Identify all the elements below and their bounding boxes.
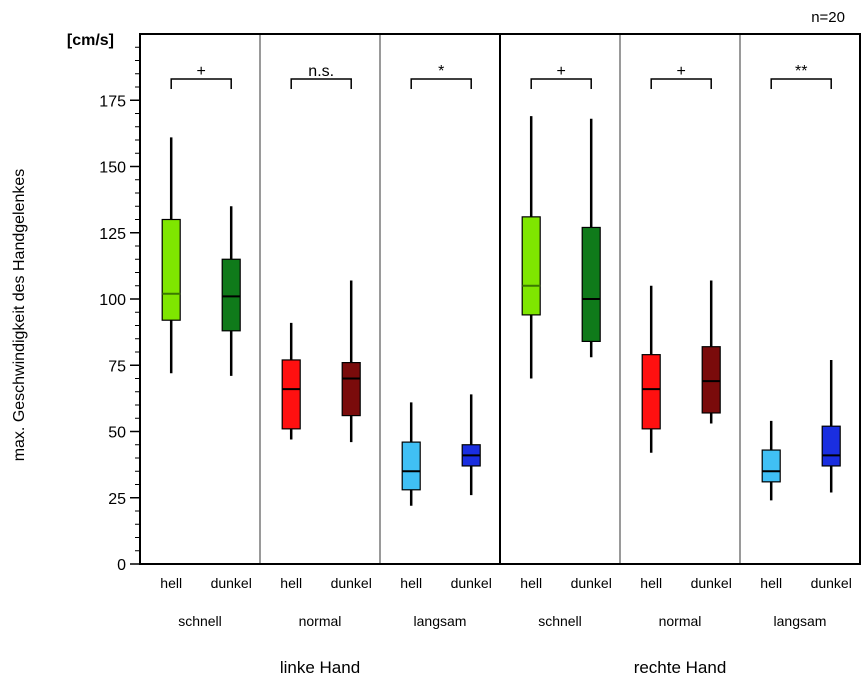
plot-area: 0 25 50 75 100 125 150 175 hell dunkel + schnell hel… [99, 33, 861, 677]
y-tick-label: 50 [108, 425, 126, 442]
y-axis-title: max. Geschwindigkeit des Handgelenkes [11, 169, 28, 462]
speed-label: langsam [774, 613, 827, 629]
significance-bracket [530, 78, 592, 89]
y-tick-label: 100 [99, 292, 126, 309]
box [521, 216, 541, 316]
box-category-label: dunkel [691, 575, 732, 591]
box [701, 346, 721, 414]
y-tick-label: 125 [99, 226, 126, 243]
box-category-label: hell [640, 575, 662, 591]
hand-label: rechte Hand [634, 658, 727, 677]
y-tick-label: 75 [108, 358, 126, 375]
y-tick-label: 175 [99, 93, 126, 110]
significance-bracket [170, 78, 232, 89]
significance-label: ** [795, 63, 807, 80]
box [401, 441, 421, 491]
speed-label: normal [299, 613, 342, 629]
box [581, 226, 601, 342]
significance-bracket [290, 78, 352, 89]
significance-bracket [410, 78, 472, 89]
significance-bracket [770, 78, 832, 89]
significance-label: + [677, 63, 686, 80]
box-category-label: dunkel [571, 575, 612, 591]
speed-label: schnell [178, 613, 222, 629]
box-category-label: hell [280, 575, 302, 591]
speed-label: langsam [414, 613, 467, 629]
hand-label: linke Hand [280, 658, 360, 677]
box-category-label: dunkel [331, 575, 372, 591]
y-tick-label: 25 [108, 491, 126, 508]
significance-label: n.s. [308, 63, 334, 80]
box-category-label: hell [160, 575, 182, 591]
box [161, 218, 181, 321]
box-category-label: hell [520, 575, 542, 591]
y-tick-label: 150 [99, 160, 126, 177]
significance-bracket [650, 78, 712, 89]
speed-label: normal [659, 613, 702, 629]
y-axis-unit: [cm/s] [67, 32, 114, 49]
box-category-label: dunkel [811, 575, 852, 591]
box-category-label: hell [760, 575, 782, 591]
box [821, 425, 841, 467]
box [221, 258, 241, 332]
significance-label: + [197, 63, 206, 80]
box-category-label: dunkel [451, 575, 492, 591]
box [341, 362, 361, 417]
y-tick-label: 0 [117, 557, 126, 574]
box-category-label: dunkel [211, 575, 252, 591]
significance-label: + [557, 63, 566, 80]
box-category-label: hell [400, 575, 422, 591]
significance-label: * [438, 63, 444, 80]
speed-label: schnell [538, 613, 582, 629]
box [281, 359, 301, 430]
box [761, 449, 781, 483]
sample-size-note: n=20 [811, 9, 845, 26]
box [641, 354, 661, 430]
